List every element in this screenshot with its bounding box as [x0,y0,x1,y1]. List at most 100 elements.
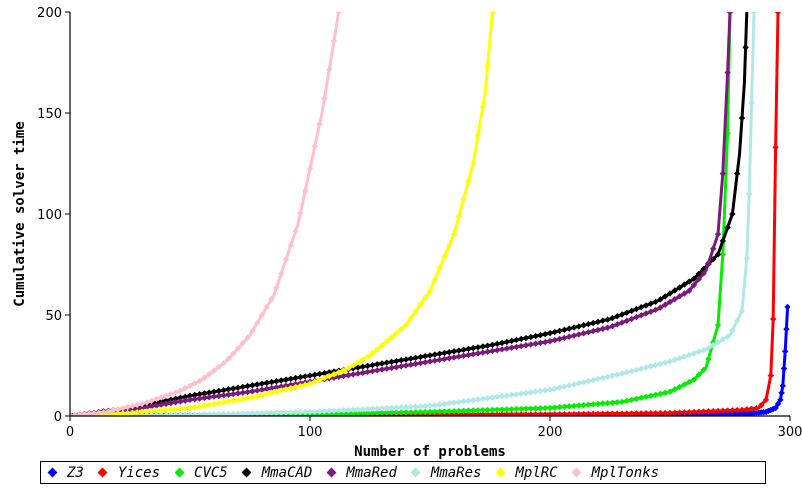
data-point [647,363,654,370]
data-point [398,404,405,411]
data-point [513,405,520,413]
data-point [340,372,347,380]
data-point [153,395,160,403]
data-point [225,391,232,398]
data-point [580,401,587,409]
data-point [254,392,261,400]
data-point [158,394,165,401]
data-point [666,409,674,416]
legend-label: Yices [117,464,161,481]
data-point [484,348,491,355]
data-point [743,406,750,413]
data-point [201,402,208,409]
data-point [258,311,266,319]
data-point [575,380,582,387]
data-point [484,342,491,349]
data-point [177,387,184,394]
data-point [474,344,482,351]
data-point [441,253,448,261]
data-point [671,287,678,294]
data-point [638,394,645,402]
data-point [220,399,227,406]
data-point [666,298,674,306]
data-point [311,378,318,385]
data-point [167,411,174,416]
data-point [623,317,630,324]
data-point [407,403,414,411]
data-point [374,409,381,416]
data-point [532,405,539,412]
data-point [172,389,179,396]
data-point [719,407,726,414]
data-point [734,406,741,414]
data-point [225,398,232,405]
data-point [191,411,198,416]
data-point [95,409,102,416]
data-point [369,405,376,413]
data-point [230,385,237,392]
data-point [244,388,251,396]
data-point [774,12,782,16]
data-point [657,360,664,368]
data-point [249,388,256,395]
data-point [220,410,227,416]
data-point [779,382,786,389]
data-point [705,408,712,415]
data-point [522,389,530,397]
data-point [508,391,515,399]
data-point [460,407,467,415]
data-point [134,401,141,409]
data-point [378,342,386,349]
data-point [455,347,462,354]
data-point [249,382,256,389]
data-point [177,394,184,401]
data-point [273,409,280,416]
data-point [623,309,630,316]
data-point [206,411,213,416]
data-point [378,366,386,373]
x-tick-label: 200 [538,425,563,440]
data-point [700,408,707,415]
data-point [556,403,563,411]
data-point [551,404,558,411]
data-point [182,384,189,392]
data-point [129,409,136,416]
data-point [770,315,777,323]
data-point [546,404,554,412]
data-point [618,311,626,318]
data-point [474,350,482,357]
data-point [628,315,635,323]
data-point [182,397,189,404]
data-point [234,410,242,416]
data-point [422,402,429,410]
data-point [134,409,141,416]
data-point [196,390,203,398]
data-point [273,284,280,291]
series-line-mmares [70,12,756,416]
data-point [470,411,477,416]
data-point [686,278,693,285]
data-point [700,265,707,273]
data-point [263,385,270,393]
data-point [114,406,122,413]
data-point [220,392,227,399]
data-point [686,287,693,294]
legend-label: MplTonks [591,464,660,481]
data-point [609,323,616,330]
data-point [124,403,131,411]
data-point [647,392,654,399]
data-point [666,290,674,297]
legend-label: CVC5 [194,464,228,481]
series-mpltonks [70,12,342,416]
data-point [422,353,429,360]
data-point [784,303,790,311]
data-point [258,409,266,416]
data-point [585,329,592,336]
data-point [498,411,506,416]
data-point [729,210,736,218]
data-point [594,410,602,416]
data-point [508,406,515,413]
data-point [783,325,790,333]
data-point [417,408,424,416]
data-point [470,396,477,404]
